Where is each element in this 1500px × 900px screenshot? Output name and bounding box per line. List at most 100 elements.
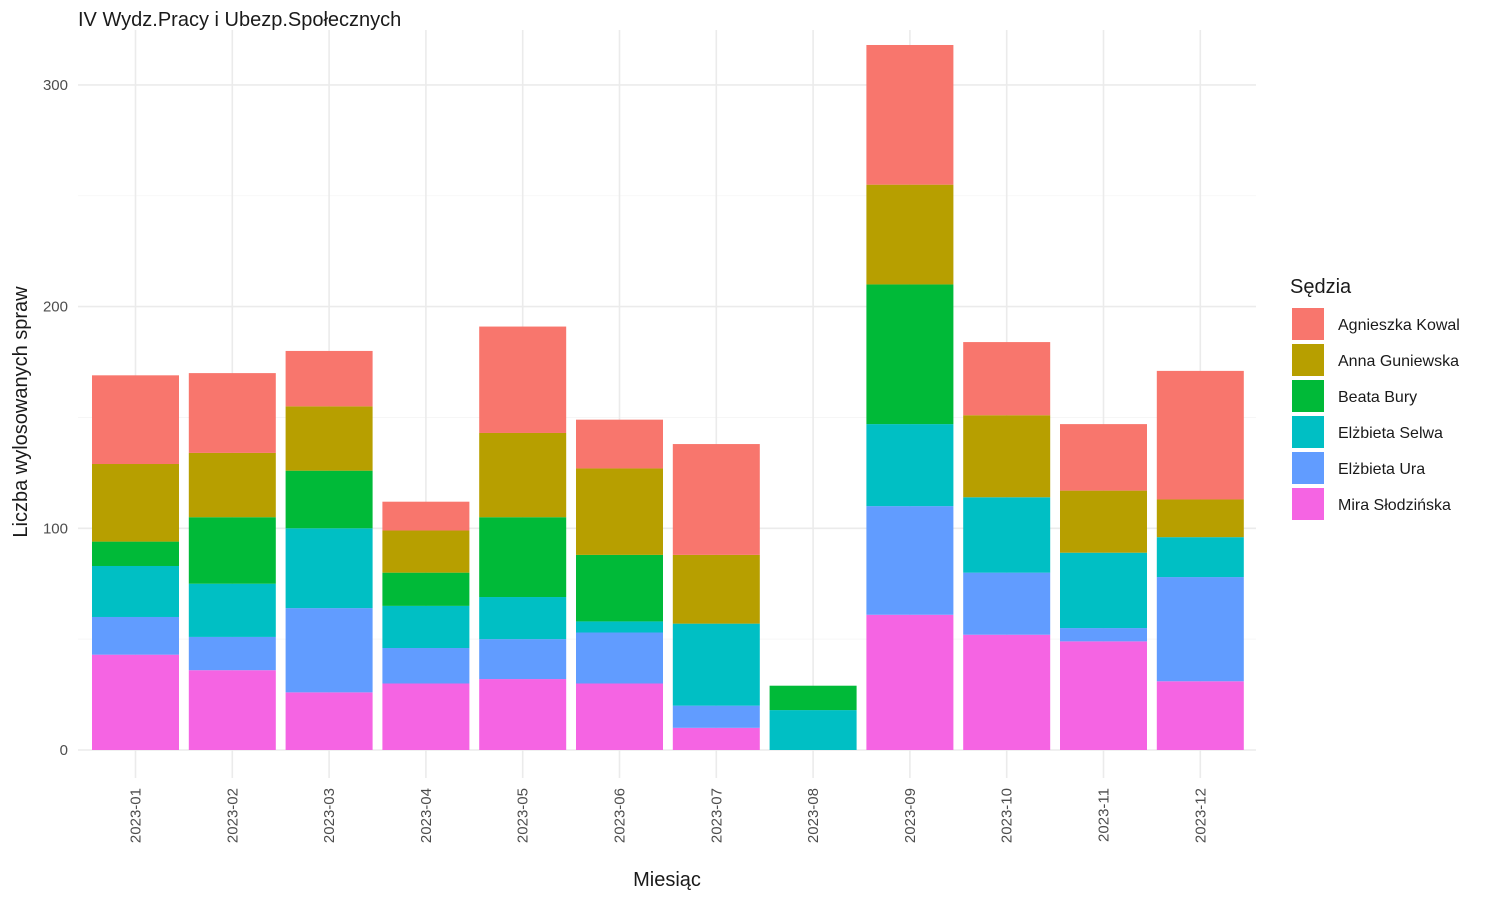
x-tick-label: 2023-04: [418, 788, 435, 843]
bar-segment: [963, 572, 1051, 635]
legend-label: Elżbieta Ura: [1338, 461, 1425, 478]
bar-segment: [866, 184, 954, 285]
bar-segment: [285, 406, 373, 471]
bar-segment: [576, 554, 663, 622]
y-tick-label: 100: [43, 520, 68, 537]
x-tick-label: 2023-01: [128, 788, 145, 843]
bar-segment: [285, 470, 373, 529]
bar-segment: [672, 727, 760, 750]
bar-segment: [382, 572, 470, 606]
bar-segment: [1060, 641, 1147, 750]
bar-segment: [479, 679, 567, 750]
bar-segment: [1060, 552, 1147, 629]
x-axis-title: Miesiąc: [633, 869, 701, 891]
y-axis-title: Liczba wylosowanych spraw: [10, 286, 32, 538]
bar-segment: [576, 621, 663, 633]
bar-segment: [1156, 370, 1244, 500]
y-tick-label: 300: [43, 77, 68, 94]
bar-segment: [479, 597, 567, 640]
chart-title: IV Wydz.Pracy i Ubezp.Społecznych: [78, 9, 401, 31]
bar-segment: [479, 432, 567, 518]
legend-key: [1292, 308, 1324, 340]
x-tick-label: 2023-11: [1096, 788, 1113, 842]
legend-label: Agnieszka Kowal: [1338, 317, 1460, 334]
x-tick-label: 2023-05: [515, 788, 532, 843]
bar-segment: [963, 634, 1051, 750]
legend-label: Anna Guniewska: [1338, 353, 1459, 370]
bar-segment: [866, 614, 954, 750]
bar-segment: [92, 654, 179, 750]
x-tick-label: 2023-06: [612, 788, 629, 843]
legend-label: Elżbieta Selwa: [1338, 425, 1443, 442]
x-tick-label: 2023-08: [805, 788, 822, 843]
legend-key: [1292, 452, 1324, 484]
bar-segment: [479, 326, 567, 433]
bar-segment: [769, 685, 857, 711]
bar-segment: [285, 350, 373, 407]
bar-segment: [963, 342, 1051, 416]
x-tick-label: 2023-12: [1192, 788, 1209, 843]
bar-segment: [188, 636, 276, 671]
bar-segment: [866, 424, 954, 507]
bar-segment: [92, 375, 179, 465]
bar-segment: [866, 44, 954, 185]
legend-key: [1292, 488, 1324, 520]
x-tick-label: 2023-10: [999, 788, 1016, 843]
bar-segment: [92, 464, 179, 542]
bar-segment: [1060, 490, 1147, 553]
bar-segment: [769, 710, 857, 750]
bar-segment: [92, 616, 179, 655]
bar-segment: [382, 501, 470, 531]
bar-segment: [1156, 537, 1244, 578]
bar-segment: [576, 683, 663, 750]
legend-label: Mira Słodzińska: [1338, 497, 1451, 514]
bar-segment: [672, 554, 760, 624]
bar-segment: [576, 419, 663, 469]
bar-segment: [1156, 499, 1244, 538]
bar-segment: [188, 373, 276, 453]
legend-key: [1292, 416, 1324, 448]
bar-segment: [963, 497, 1051, 573]
bar-segment: [1060, 628, 1147, 642]
bar-segment: [285, 608, 373, 693]
x-tick-label: 2023-09: [902, 788, 919, 843]
x-axis-ticks: 2023-01 2023-02 2023-03 2023-04 2023-05 2023-…: [128, 788, 1210, 843]
bar-segment: [576, 632, 663, 684]
bar-segment: [672, 444, 760, 555]
bar-segment: [672, 705, 760, 728]
bar-segment: [188, 583, 276, 637]
bar-segment: [1156, 681, 1244, 750]
legend-label: Beata Bury: [1338, 389, 1417, 406]
x-tick-label: 2023-02: [224, 788, 241, 843]
bar-segment: [672, 623, 760, 706]
bar-segment: [188, 670, 276, 750]
bar-segment: [866, 284, 954, 425]
bar-segment: [92, 565, 179, 617]
bars: [92, 44, 1244, 750]
bar-segment: [382, 683, 470, 750]
bar-segment: [92, 541, 179, 566]
x-tick-label: 2023-07: [708, 788, 725, 843]
y-tick-label: 200: [43, 299, 68, 316]
bar-segment: [382, 648, 470, 684]
bar-segment: [188, 452, 276, 518]
bar-segment: [285, 692, 373, 750]
bar-segment: [1156, 577, 1244, 682]
y-tick-label: 0: [60, 742, 68, 759]
legend-title: Sędzia: [1290, 276, 1352, 298]
x-tick-label: 2023-03: [321, 788, 338, 843]
bar-segment: [188, 517, 276, 584]
bar-segment: [382, 605, 470, 649]
legend-key: [1292, 380, 1324, 412]
legend: Sędzia Agnieszka Kowal Anna Guniewska Beat…: [1290, 276, 1460, 520]
bar-segment: [285, 528, 373, 609]
bar-segment: [382, 530, 470, 573]
bar-segment: [1060, 424, 1147, 491]
bar-segment: [479, 517, 567, 598]
bar-segment: [576, 468, 663, 555]
bar-segment: [866, 506, 954, 615]
bar-segment: [479, 639, 567, 680]
bar-segment: [963, 415, 1051, 498]
y-axis-ticks: 0 100 200 300: [43, 77, 68, 759]
